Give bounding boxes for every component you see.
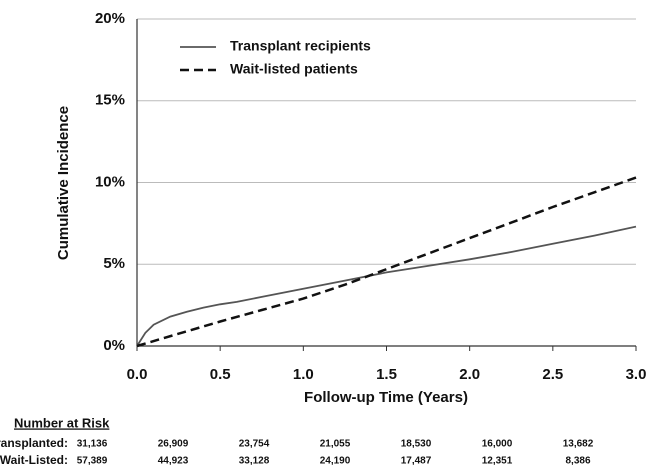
y-tick-label: 20% xyxy=(95,10,125,27)
risk-value: 16,000 xyxy=(482,439,513,450)
risk-value: 18,530 xyxy=(401,439,432,450)
y-tick-label: 5% xyxy=(103,255,125,272)
x-tick-label: 0.0 xyxy=(127,366,148,383)
x-tick-label: 2.5 xyxy=(542,366,563,383)
risk-value: 21,055 xyxy=(320,439,351,450)
x-tick-label: 0.5 xyxy=(210,366,231,383)
y-tick-label: 10% xyxy=(95,173,125,190)
y-axis-label: Cumulative Incidence xyxy=(55,106,72,260)
risk-value: 33,128 xyxy=(239,456,270,467)
risk-row-label: Wait-Listed: xyxy=(0,453,68,467)
legend-label: Transplant recipients xyxy=(230,38,371,54)
y-tick-label: 15% xyxy=(95,92,125,109)
legend-label: Wait-listed patients xyxy=(230,61,358,77)
risk-value: 13,682 xyxy=(563,439,594,450)
series-line xyxy=(136,176,637,348)
y-tick-label: 0% xyxy=(103,337,125,354)
x-tick-label: 1.5 xyxy=(376,366,397,383)
x-axis-label: Follow-up Time (Years) xyxy=(304,389,468,406)
risk-value: 17,487 xyxy=(401,456,432,467)
risk-value: 8,386 xyxy=(565,456,590,467)
risk-row-label: Transplanted: xyxy=(0,436,68,450)
risk-value: 23,754 xyxy=(239,439,270,450)
x-tick-label: 3.0 xyxy=(626,366,647,383)
risk-value: 12,351 xyxy=(482,456,513,467)
risk-value: 26,909 xyxy=(158,439,189,450)
x-tick-label: 1.0 xyxy=(293,366,314,383)
risk-value: 31,136 xyxy=(77,439,108,450)
risk-table-title: Number at Risk xyxy=(14,415,110,430)
series-line xyxy=(136,225,637,347)
risk-value: 57,389 xyxy=(77,456,108,467)
x-tick-label: 2.0 xyxy=(459,366,480,383)
risk-value: 24,190 xyxy=(320,456,351,467)
risk-value: 44,923 xyxy=(158,456,189,467)
